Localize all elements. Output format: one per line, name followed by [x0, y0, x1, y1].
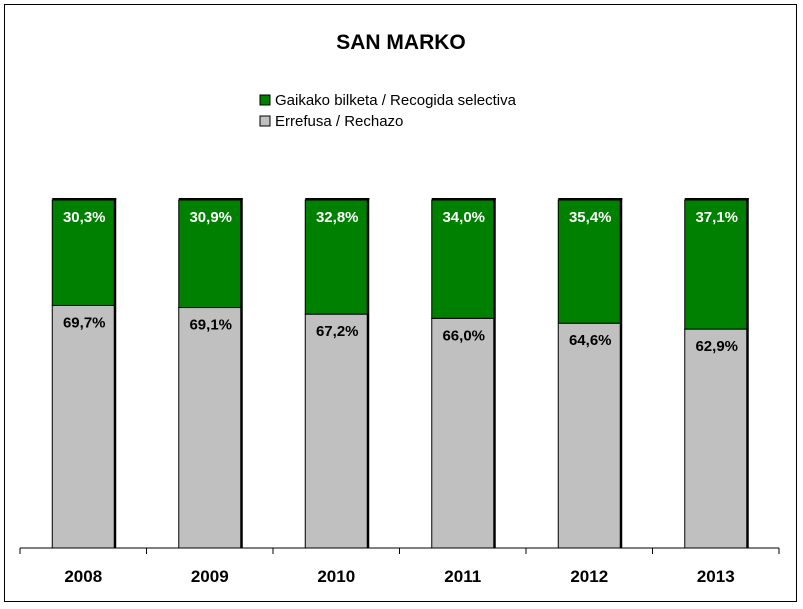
bar-segment-rechazo	[684, 328, 748, 549]
bar-top-edge	[684, 198, 749, 200]
bar-segment-rechazo	[431, 317, 495, 549]
x-tick-label: 2013	[697, 567, 735, 586]
x-tick-label: 2011	[444, 567, 481, 586]
data-label-rechazo: 62,9%	[695, 338, 738, 355]
data-label-rechazo: 66,0%	[442, 327, 485, 344]
x-tick-label: 2008	[64, 567, 102, 586]
bar-right-edge	[367, 198, 370, 548]
legend: Gaikako bilketa / Recogida selectiva Err…	[259, 92, 517, 130]
data-label-recogida: 34,0%	[442, 209, 485, 226]
data-label-rechazo: 69,1%	[189, 317, 232, 334]
data-label-recogida: 30,9%	[189, 209, 232, 226]
data-label-recogida: 37,1%	[695, 209, 738, 226]
data-label-recogida: 30,3%	[63, 209, 106, 226]
bar-segment-rechazo	[51, 304, 115, 549]
x-tick-label: 2009	[191, 567, 229, 586]
bar-right-edge	[620, 198, 623, 548]
data-label-recogida: 32,8%	[316, 209, 359, 226]
legend-label-rechazo: Errefusa / Rechazo	[275, 113, 403, 130]
legend-label-recogida: Gaikako bilketa / Recogida selectiva	[275, 92, 517, 109]
bar-top-edge	[52, 198, 117, 200]
bar-top-edge	[431, 198, 496, 200]
data-label-rechazo: 67,2%	[316, 323, 359, 340]
bar-segment-recogida	[51, 199, 115, 306]
data-label-recogida: 35,4%	[569, 209, 612, 226]
chart-title: SAN MARKO	[336, 31, 466, 54]
bar-segment-rechazo	[178, 307, 242, 549]
bar-right-edge	[746, 198, 749, 548]
bar-top-edge	[558, 198, 623, 200]
bar-right-edge	[114, 198, 117, 548]
x-tick-label: 2010	[317, 567, 355, 586]
bar-right-edge	[493, 198, 496, 548]
data-label-rechazo: 64,6%	[569, 332, 612, 349]
bar-segment-rechazo	[304, 313, 368, 549]
data-label-rechazo: 69,7%	[63, 314, 106, 331]
chart-frame	[4, 4, 797, 602]
legend-swatch-recogida	[259, 94, 271, 106]
bar-top-edge	[178, 198, 243, 200]
bar-right-edge	[240, 198, 243, 548]
bar-top-edge	[305, 198, 370, 200]
bar-segment-rechazo	[557, 322, 621, 549]
legend-swatch-rechazo	[259, 115, 271, 127]
plot-area: 69,7% 30,3% 2008 69,1% 30,9% 2009 67,2% 32,8% 20…	[19, 198, 780, 586]
x-tick-label: 2012	[570, 567, 608, 586]
